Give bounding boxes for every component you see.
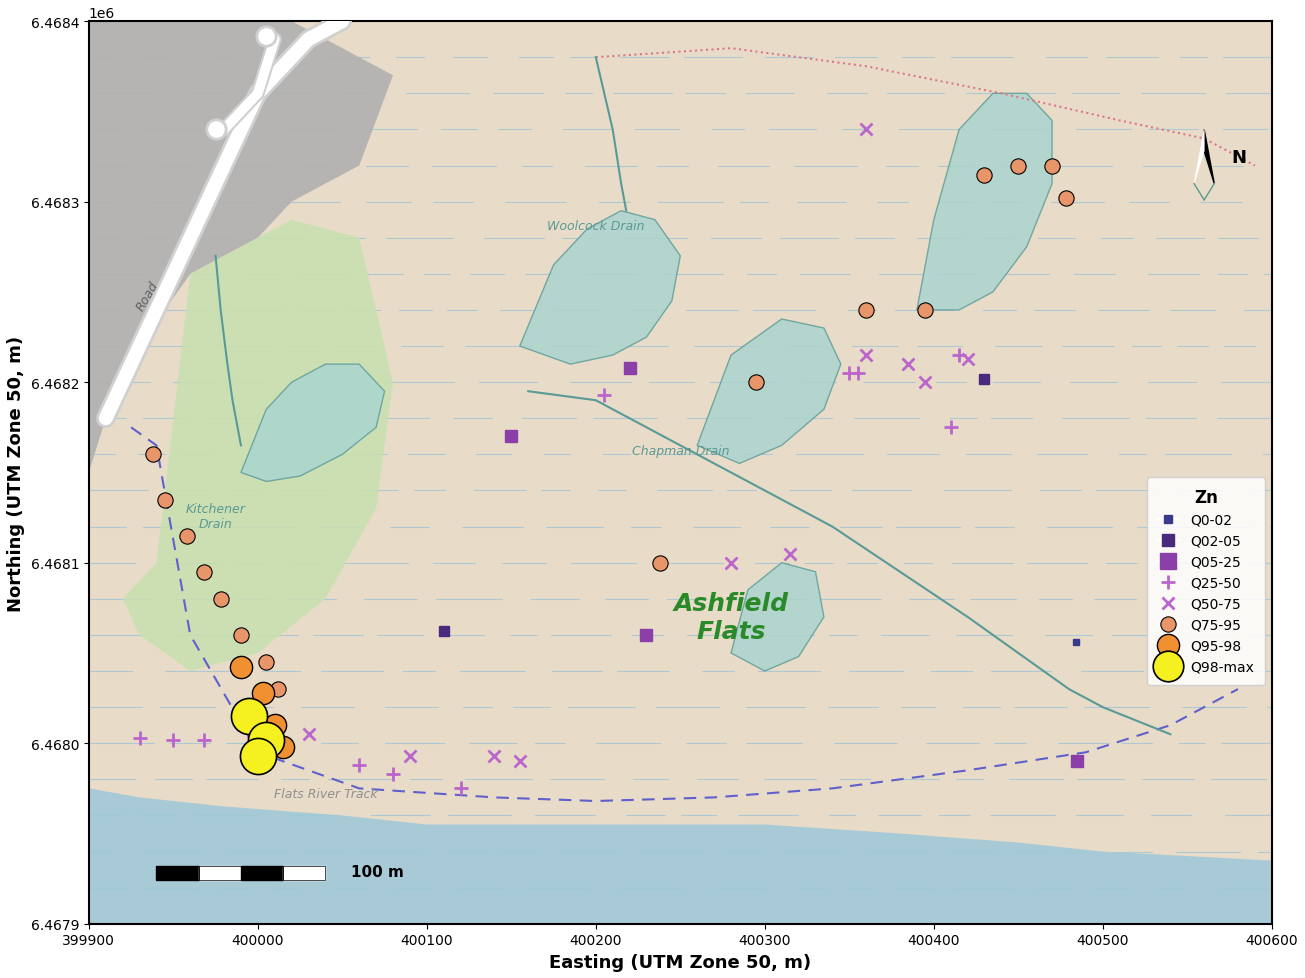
Text: Kitchener
Drain: Kitchener Drain [185, 502, 245, 530]
Bar [283, 867, 325, 880]
Text: Flats River Track: Flats River Track [274, 787, 377, 801]
Bar [283, 867, 325, 880]
Polygon shape [123, 220, 393, 671]
Polygon shape [917, 94, 1052, 311]
Polygon shape [1205, 130, 1214, 185]
Polygon shape [89, 788, 1272, 924]
Polygon shape [697, 320, 840, 464]
Bar [157, 867, 198, 880]
Text: Woolcock Drain: Woolcock Drain [547, 219, 645, 233]
Text: Ashfield
Flats: Ashfield Flats [673, 592, 788, 644]
X-axis label: Easting (UTM Zone 50, m): Easting (UTM Zone 50, m) [549, 954, 812, 971]
Legend: Q0-02, Q02-05, Q05-25, Q25-50, Q50-75, Q75-95, Q95-98, Q98-max: Q0-02, Q02-05, Q05-25, Q25-50, Q50-75, Q… [1147, 477, 1265, 685]
Bar [241, 867, 283, 880]
Bar [241, 867, 283, 880]
Bar [198, 867, 241, 880]
Polygon shape [731, 563, 823, 671]
Text: Road: Road [134, 280, 162, 314]
Polygon shape [89, 22, 393, 473]
Text: Chapman Drain: Chapman Drain [632, 445, 729, 458]
Text: 100 m: 100 m [351, 864, 403, 879]
Y-axis label: Northing (UTM Zone 50, m): Northing (UTM Zone 50, m) [7, 335, 25, 611]
Polygon shape [241, 365, 385, 482]
Bar [198, 867, 241, 880]
Polygon shape [1194, 130, 1205, 185]
Bar [157, 867, 198, 880]
Polygon shape [519, 211, 680, 365]
Text: N: N [1231, 149, 1246, 166]
